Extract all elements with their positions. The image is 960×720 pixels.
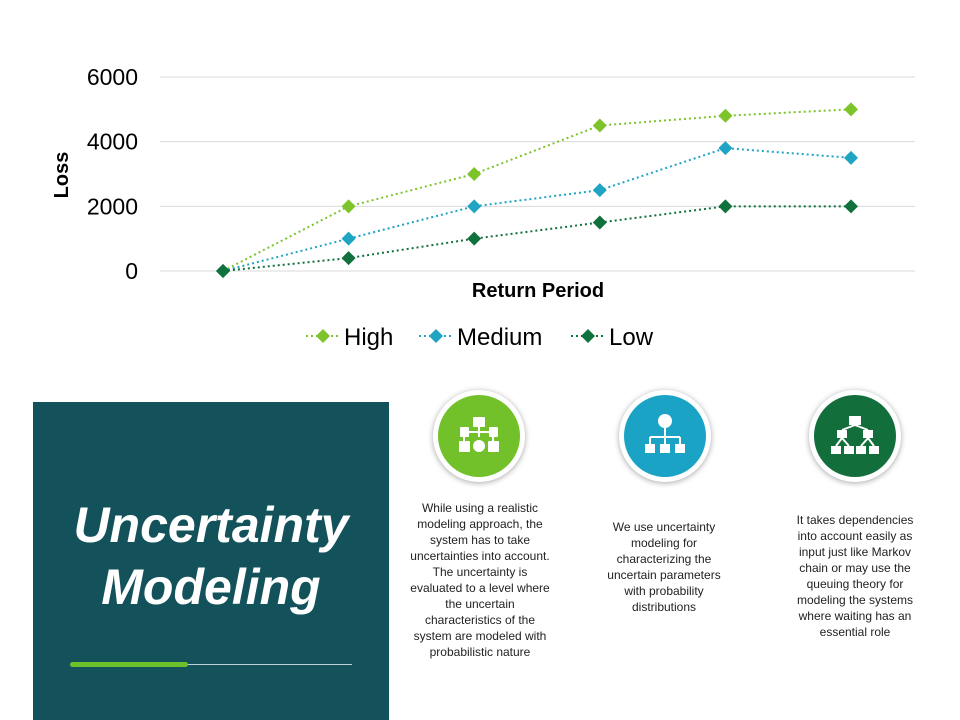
series-lines — [216, 102, 858, 278]
series-high — [216, 102, 858, 278]
legend: High Medium Low — [306, 324, 654, 351]
data-point — [341, 251, 356, 266]
y-axis-title: Loss — [51, 152, 73, 199]
legend-marker — [429, 329, 443, 343]
title-line-1: Uncertainty — [73, 497, 349, 553]
data-point — [844, 102, 858, 117]
legend-label: High — [344, 324, 393, 351]
data-point — [341, 199, 356, 214]
legend-label: Low — [609, 324, 654, 351]
title-panel: Uncertainty Modeling — [33, 402, 389, 720]
y-tick-label: 2000 — [87, 193, 138, 219]
data-point — [592, 215, 607, 230]
legend-marker — [581, 329, 595, 343]
x-axis-title: Return Period — [472, 280, 604, 302]
legend-label: Medium — [457, 324, 542, 351]
title-accent-bar — [70, 662, 188, 667]
series-line — [222, 147, 852, 272]
feature-2-icon-circle — [619, 390, 711, 482]
y-tick-label: 4000 — [87, 129, 138, 155]
legend-item-high: High — [306, 324, 393, 351]
data-point — [467, 231, 482, 246]
series-medium — [216, 141, 858, 278]
y-axis-ticks: 0 2000 4000 6000 — [87, 64, 138, 284]
feature-3-icon-circle — [809, 390, 901, 482]
line-chart: 0 2000 4000 6000 Loss Return Period High Med… — [51, 64, 915, 351]
legend-item-low: Low — [571, 324, 654, 351]
data-point — [844, 150, 858, 165]
hierarchy-icon — [645, 414, 685, 453]
legend-marker — [316, 329, 330, 343]
gridlines — [160, 76, 915, 272]
y-tick-label: 0 — [125, 258, 138, 284]
title-line-2: Modeling — [101, 559, 321, 615]
series-low — [216, 199, 858, 278]
data-point — [718, 108, 733, 123]
data-point — [718, 199, 733, 214]
data-point — [844, 199, 858, 214]
data-point — [341, 231, 356, 246]
feature-1-icon-circle — [433, 390, 525, 482]
series-line — [222, 205, 851, 272]
data-point — [718, 141, 733, 156]
feature-3-disc — [814, 395, 896, 477]
data-point — [216, 264, 230, 278]
data-point — [467, 167, 482, 181]
feature-2-text: We use uncertainty modeling for characte… — [607, 520, 721, 614]
page-title: Uncertainty Modeling — [33, 494, 389, 618]
series-line — [222, 108, 852, 272]
y-tick-label: 6000 — [87, 64, 138, 90]
flowchart-icon — [459, 417, 499, 452]
data-point — [592, 118, 607, 133]
data-point — [467, 199, 482, 214]
feature-3-text: It takes dependencies into account easil… — [796, 513, 914, 639]
title-divider — [70, 664, 352, 665]
feature-1-text: While using a realistic modeling approac… — [410, 501, 550, 659]
data-point — [592, 183, 607, 198]
legend-item-medium: Medium — [419, 324, 542, 351]
network-icon — [831, 416, 879, 454]
